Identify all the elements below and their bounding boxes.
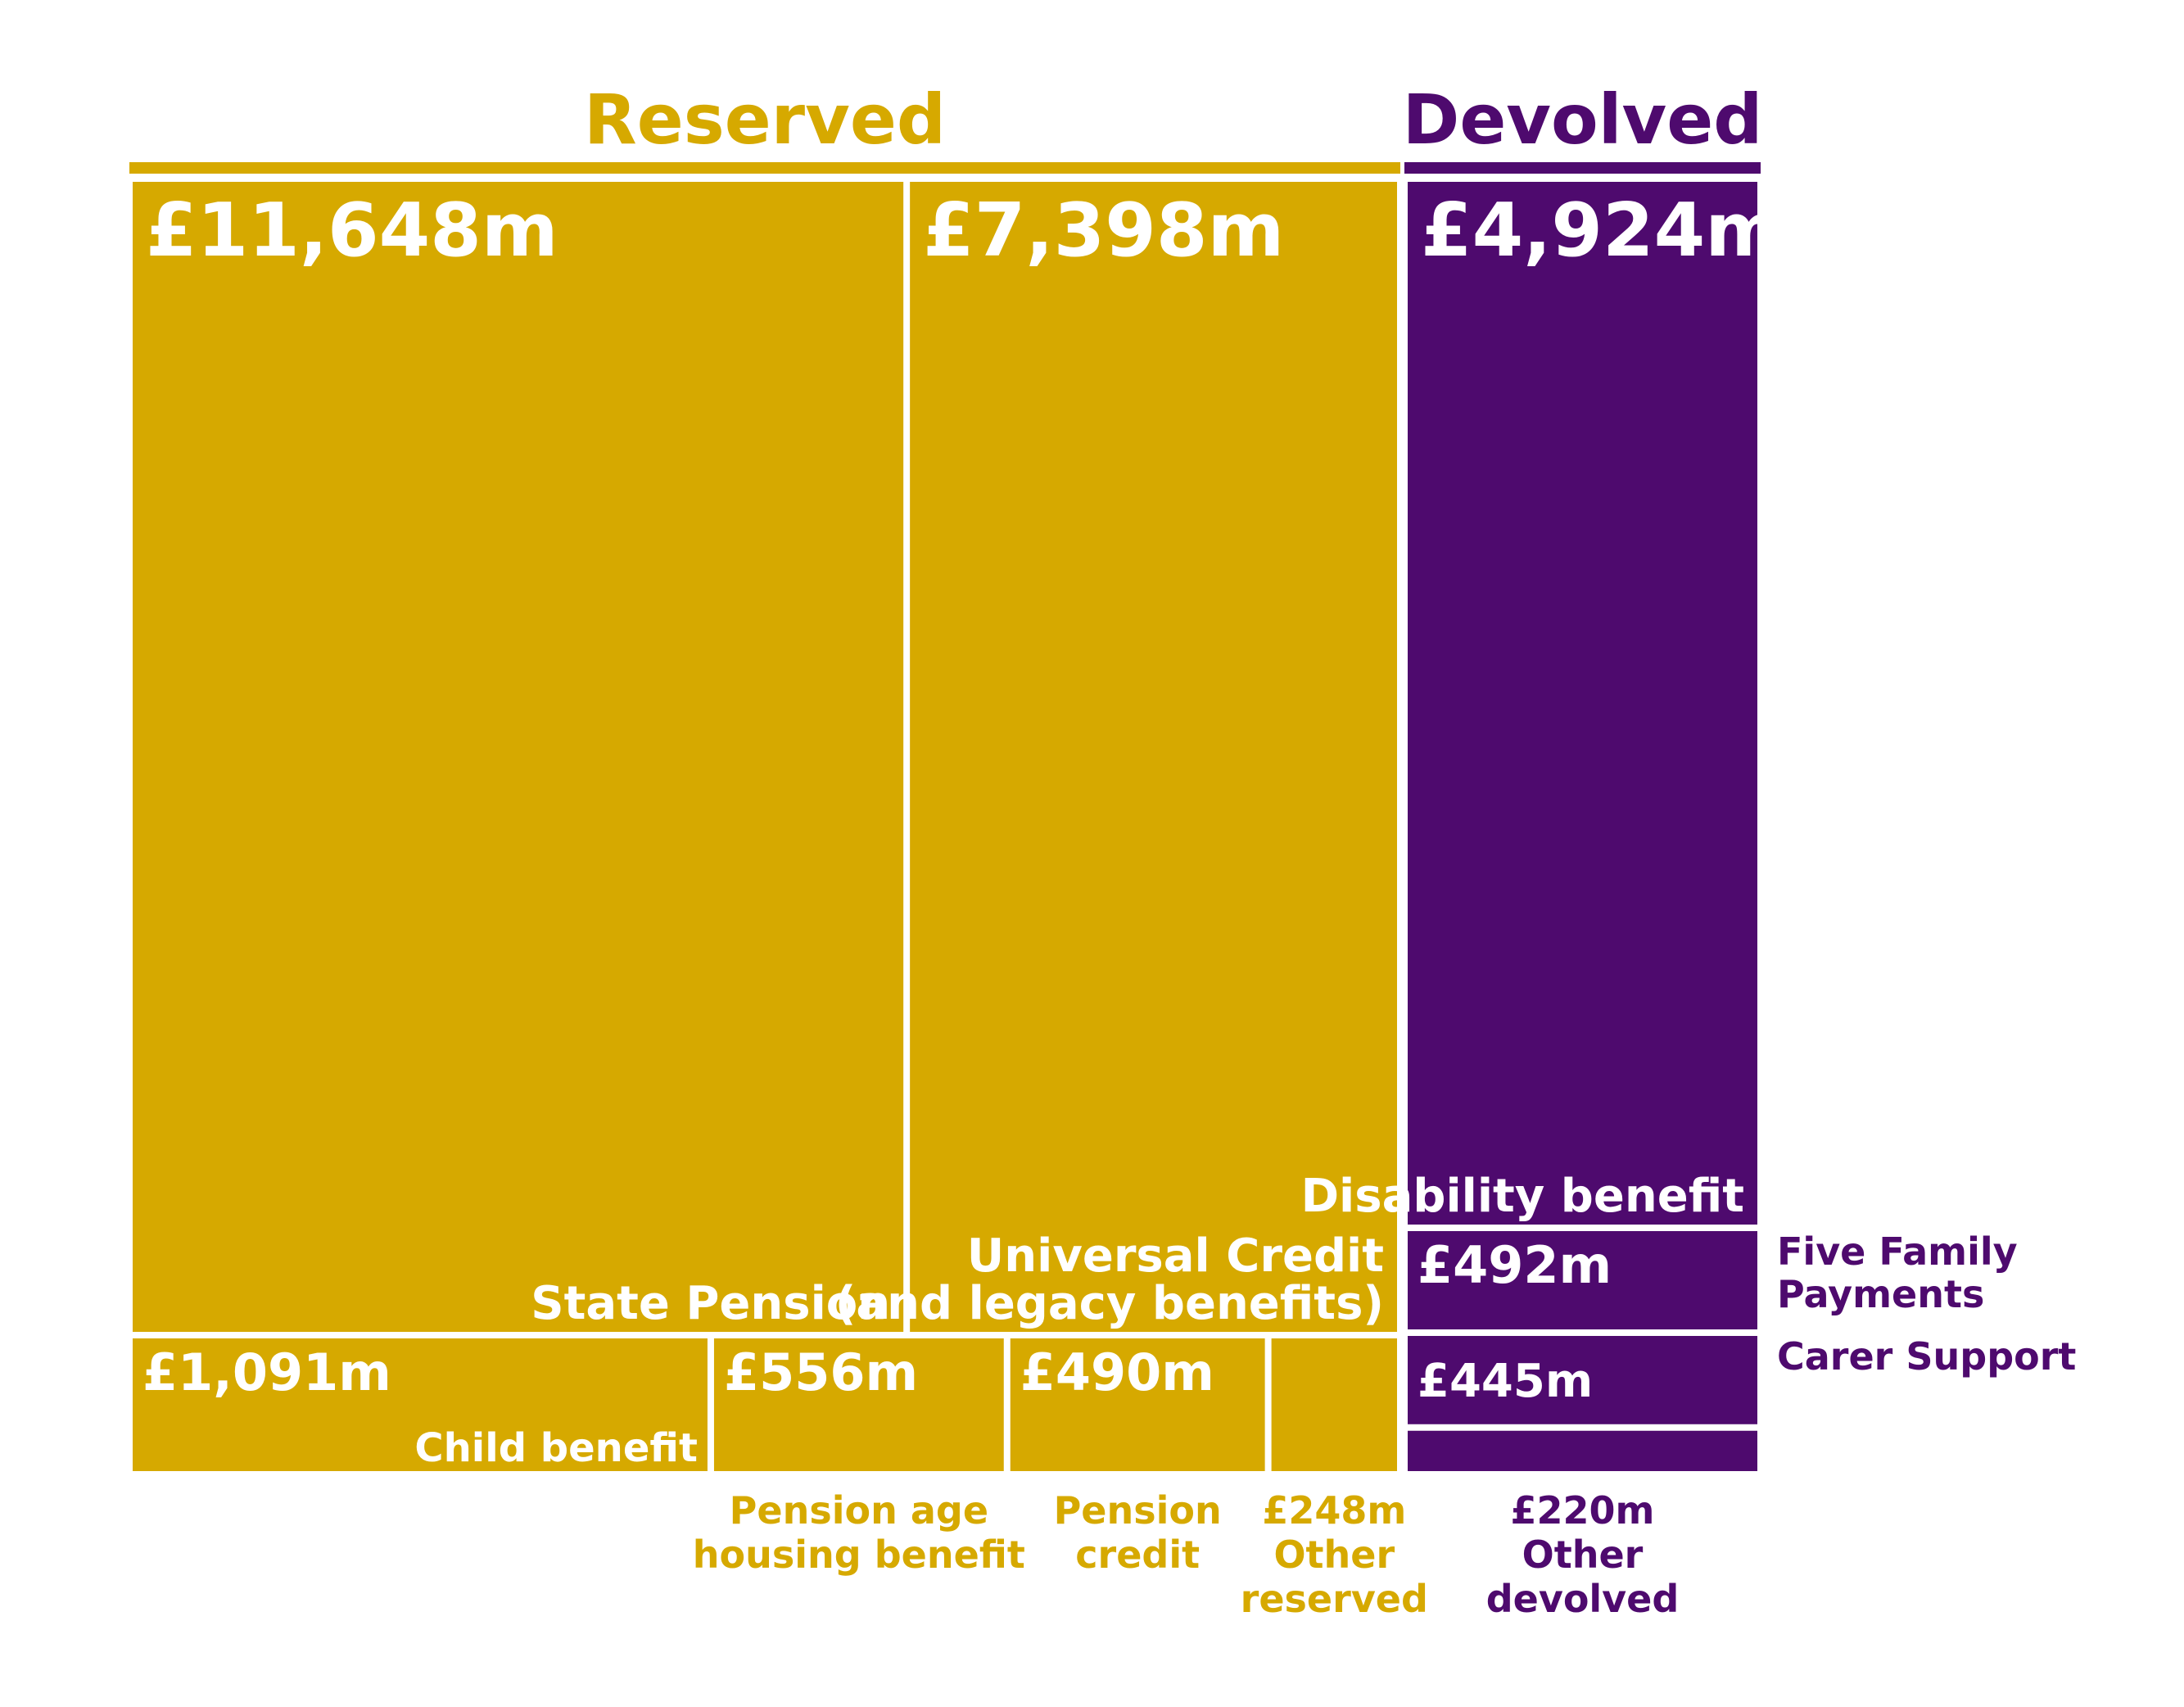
- name-label-state-pension: State Pension: [531, 1277, 890, 1330]
- value-label-five-family-payments: £492m: [1418, 1235, 1612, 1295]
- name-label-pension-credit: Pension credit: [1054, 1488, 1222, 1577]
- tile-carer-support: [1408, 1335, 1757, 1424]
- name-label-disability-benefit: Disability benefit: [1301, 1170, 1744, 1223]
- value-label-child-benefit: £1,091m: [142, 1343, 391, 1402]
- value-label-carer-support: £445m: [1418, 1355, 1593, 1408]
- name-label-universal-credit-and-legacy-benefits: Universal Credit (and legacy benefits): [835, 1229, 1384, 1330]
- name-label-other-devolved: £220m Other devolved: [1486, 1488, 1680, 1621]
- name-label-pension-age-housing-benefit: Pension age housing benefit: [693, 1488, 1025, 1577]
- name-label-carer-support: Carer Support: [1777, 1334, 2076, 1379]
- tile-child-benefit: [133, 1338, 708, 1471]
- tile-other-reserved: [1271, 1338, 1397, 1471]
- value-label-disability-benefit: £4,924m: [1421, 188, 1782, 274]
- tile-universal-credit-and-legacy-benefits: [910, 182, 1397, 1332]
- group-bar-devolved: [1404, 162, 1761, 174]
- tile-disability-benefit: [1408, 182, 1757, 1225]
- tile-pension-credit: [1010, 1338, 1265, 1471]
- tile-pension-age-housing-benefit: [713, 1338, 1004, 1471]
- tile-other-devolved: [1408, 1430, 1757, 1471]
- name-label-child-benefit: Child benefit: [414, 1425, 698, 1471]
- tile-state-pension: [133, 182, 904, 1332]
- group-bar-reserved: [129, 162, 1400, 174]
- group-header-reserved: Reserved: [584, 79, 946, 160]
- value-label-pension-credit: £490m: [1020, 1343, 1214, 1402]
- tile-five-family-payments: [1408, 1231, 1757, 1329]
- group-header-devolved: Devolved: [1403, 79, 1763, 160]
- name-label-other-reserved: £248m Other reserved: [1241, 1488, 1428, 1621]
- value-label-universal-credit-and-legacy-benefits: £7,398m: [923, 188, 1284, 274]
- value-label-pension-age-housing-benefit: £556m: [724, 1343, 918, 1402]
- value-label-state-pension: £11,648m: [146, 188, 558, 274]
- name-label-five-family-payments: Five Family Payments: [1777, 1229, 2018, 1316]
